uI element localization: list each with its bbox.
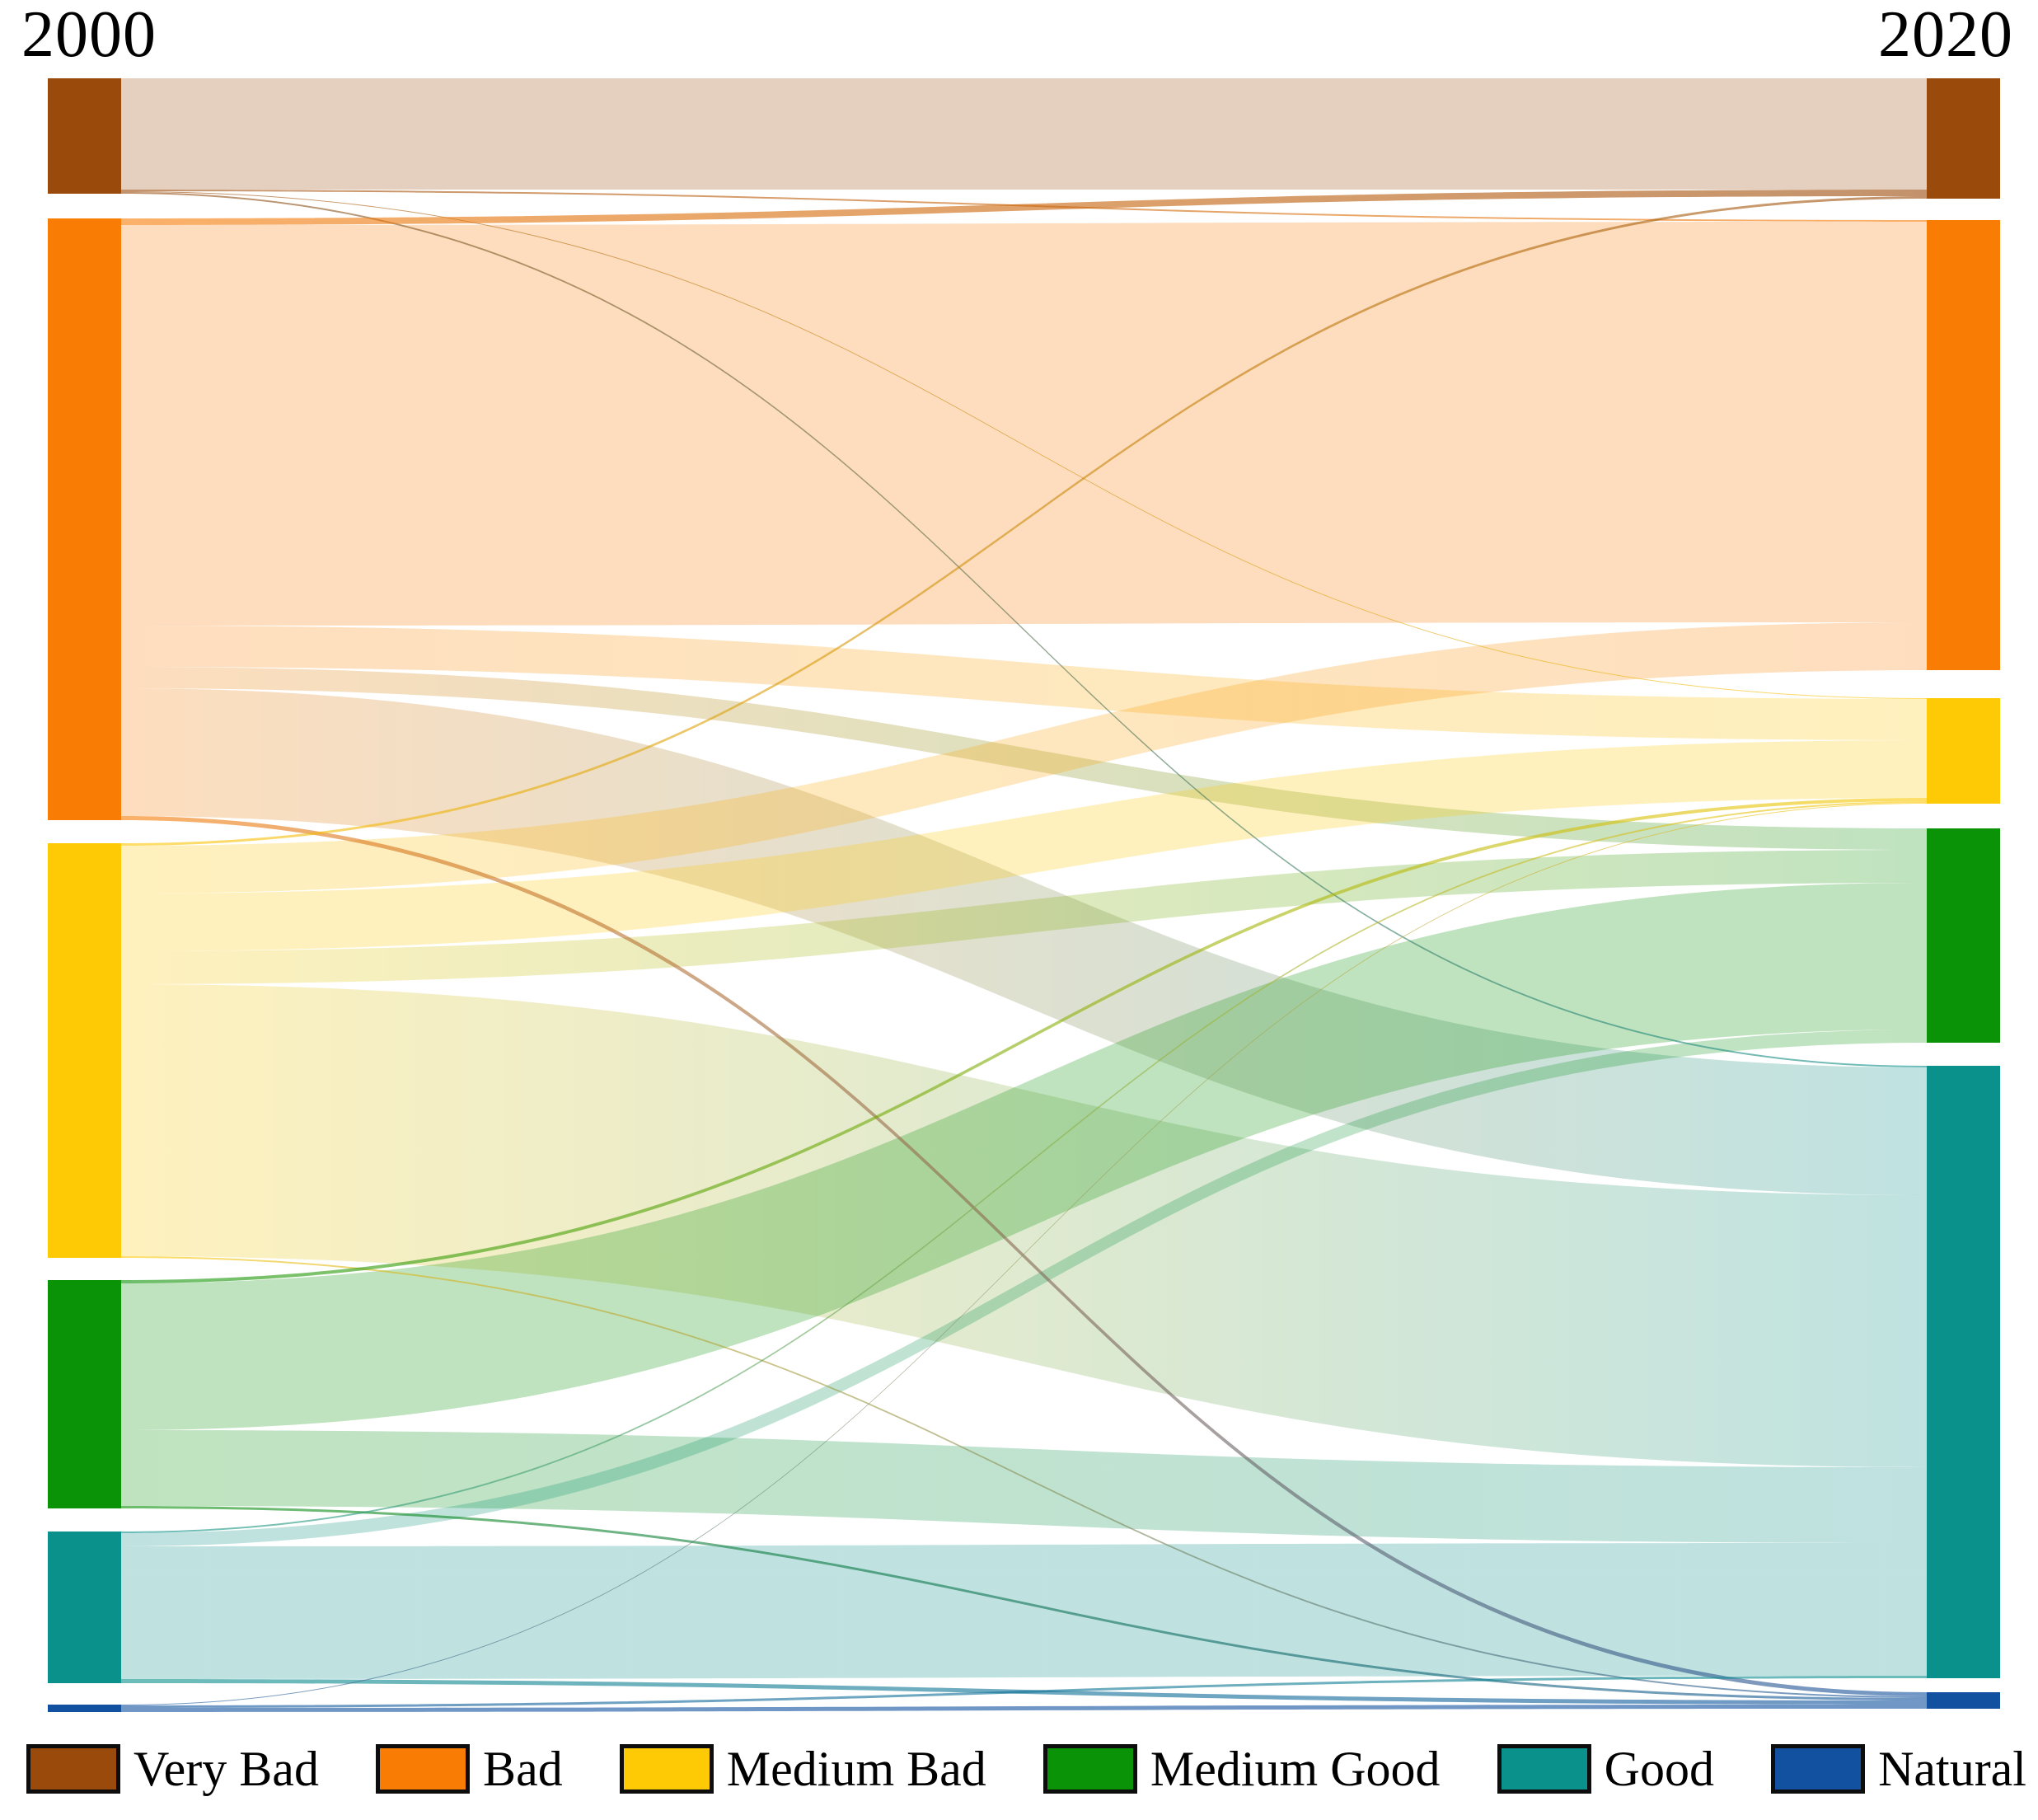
flow-medium_bad-to-bad [121,622,1927,894]
flow-bad-to-natural [121,816,1927,1696]
flow-medium_bad-to-very_bad [121,196,1927,846]
legend-swatch-medium_bad [619,1744,714,1794]
legend-swatch-medium_good [1042,1744,1137,1794]
legend-label-medium_good: Medium Good [1150,1742,1441,1796]
column-year-2000: 2000 [21,0,157,71]
flow-medium_good-to-natural [121,1506,1927,1700]
sankey-node-bad-right [1927,220,2000,670]
legend-swatch-natural [1771,1744,1866,1794]
sankey-node-natural-left [48,1705,121,1712]
legend-label-bad: Bad [483,1742,563,1796]
flow-very_bad-to-good [121,192,1927,1067]
legend-label-natural: Natural [1878,1742,2026,1796]
flow-natural-to-natural [121,1705,1927,1712]
legend: Very Bad Bad Medium Bad Medium Good Good Natu… [26,1738,2026,1800]
legend-item-medium_good: Medium Good [1042,1742,1441,1796]
flow-very_bad-to-very_bad [121,78,1927,190]
flow-medium_bad-to-medium_bad [121,740,1927,951]
sankey-node-very_bad-left [48,78,121,194]
flow-good-to-medium_good [121,1030,1927,1546]
legend-swatch-good [1497,1744,1591,1794]
sankey-node-medium_good-right [1927,828,2000,1043]
flow-good-to-good [121,1543,1927,1679]
flow-medium_bad-to-natural [121,1256,1927,1698]
flow-medium_bad-to-medium_good [121,850,1927,984]
legend-label-good: Good [1604,1742,1714,1796]
flow-very_bad-to-medium_bad [121,191,1927,699]
sankey-node-good-right [1927,1066,2000,1678]
legend-swatch-bad [376,1744,471,1794]
flow-bad-to-very_bad [121,190,1927,225]
legend-item-good: Good [1497,1744,1714,1794]
sankey-node-medium_good-left [48,1280,121,1508]
sankey-node-very_bad-right [1927,78,2000,199]
column-year-2020: 2020 [1878,0,2013,71]
legend-swatch-very_bad [26,1744,120,1794]
flow-medium_good-to-medium_good [121,883,1927,1430]
legend-item-very_bad: Very Bad [26,1744,319,1794]
sankey-node-bad-left [48,218,121,820]
flow-bad-to-medium_bad [121,626,1927,740]
sankey-node-medium_bad-right [1927,698,2000,804]
legend-label-medium_bad: Medium Bad [726,1742,986,1796]
sankey-node-natural-right [1927,1692,2000,1709]
legend-item-medium_bad: Medium Bad [619,1742,986,1796]
legend-label-very_bad: Very Bad [134,1742,319,1796]
flow-bad-to-bad [121,222,1927,626]
flow-good-to-medium_bad [121,801,1927,1533]
flow-medium_good-to-good [121,1430,1927,1543]
legend-item-bad: Bad [376,1744,563,1794]
sankey-node-good-left [48,1532,121,1683]
legend-item-natural: Natural [1771,1744,2026,1794]
flow-natural-to-medium_bad [121,803,1927,1705]
sankey-node-medium_bad-left [48,843,121,1258]
flow-natural-to-good [121,1676,1927,1708]
flow-medium_good-to-medium_bad [121,798,1927,1283]
